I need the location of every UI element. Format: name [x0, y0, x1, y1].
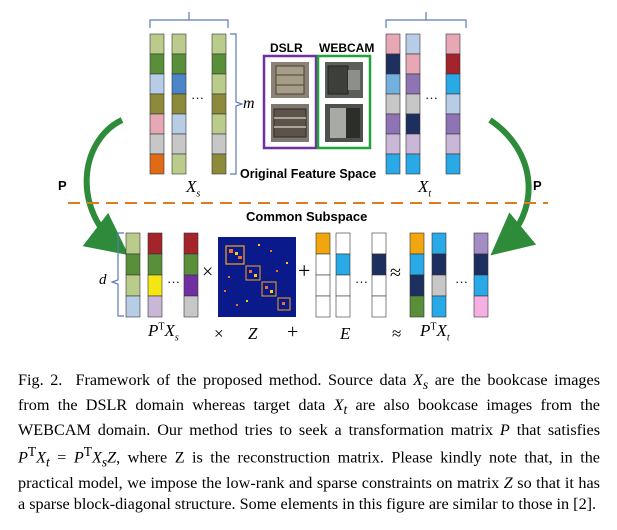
source-dots: … — [191, 87, 204, 102]
times-symbol: × — [202, 261, 214, 283]
pxs-dots: … — [167, 271, 180, 286]
m-brace — [230, 33, 244, 175]
pt-xt-term: PTXt — [420, 321, 450, 344]
m-label: m — [243, 95, 255, 112]
z-matrix — [218, 237, 296, 317]
error-columns — [315, 232, 387, 318]
xs-label: Xs — [186, 177, 201, 200]
formula-plus: + — [287, 321, 299, 343]
formula-times: × — [214, 324, 224, 343]
target-column-3 — [445, 33, 461, 175]
webcam-label: WEBCAM — [319, 41, 375, 55]
right-p-arrow — [488, 117, 537, 256]
pt-xs-term: PTXs — [148, 321, 179, 344]
top-right-brace — [385, 12, 467, 28]
d-brace — [110, 232, 124, 317]
common-subspace-label: Common Subspace — [246, 209, 368, 224]
projected-target-columns — [409, 232, 489, 318]
top-left-brace — [149, 12, 229, 28]
formula-approx: ≈ — [392, 324, 402, 343]
plus-symbol: + — [298, 258, 311, 283]
xt-label: Xt — [418, 177, 432, 200]
e-dots: … — [355, 271, 368, 286]
pxt-dots: … — [455, 271, 468, 286]
source-columns — [149, 33, 227, 175]
framework-figure: DSLR WEBCAM Original Feature Space Commo… — [58, 12, 548, 344]
source-column-3 — [211, 33, 227, 175]
caption-fig-label: Fig. 2. — [18, 371, 63, 389]
formula-z: Z — [248, 324, 258, 343]
figure-caption: Fig. 2. Framework of the proposed method… — [18, 371, 600, 514]
formula-e: E — [340, 324, 351, 343]
p-left-label: P — [58, 178, 67, 193]
original-space-label: Original Feature Space — [240, 167, 377, 181]
source-column-2 — [171, 33, 187, 175]
target-dots: … — [425, 87, 438, 102]
p-right-label: P — [533, 178, 542, 193]
target-columns — [385, 33, 461, 175]
source-column-1 — [149, 33, 165, 175]
dslr-images — [262, 54, 318, 150]
approx-symbol: ≈ — [390, 262, 401, 284]
target-column-2 — [405, 33, 421, 175]
webcam-images — [316, 54, 372, 150]
dslr-label: DSLR — [270, 41, 303, 55]
target-column-1 — [385, 33, 401, 175]
projected-source-columns — [125, 232, 199, 318]
d-label: d — [99, 272, 107, 288]
left-p-arrow — [82, 117, 129, 256]
